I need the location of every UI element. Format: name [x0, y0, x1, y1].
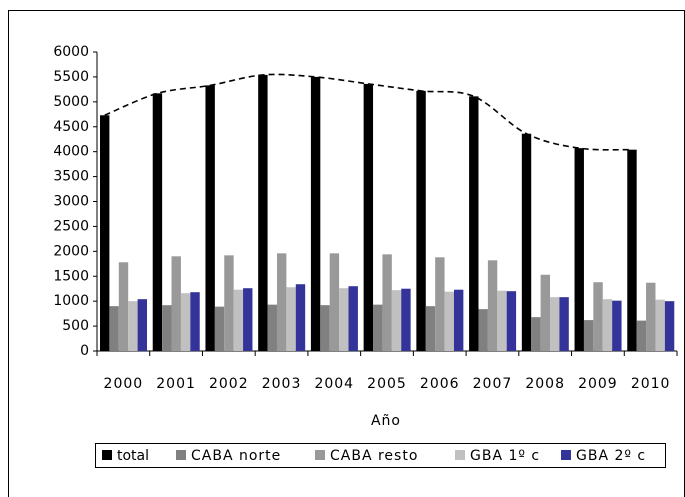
- bar: [583, 320, 594, 351]
- x-tick-label: 2000: [104, 376, 144, 392]
- x-tick-label: 2002: [209, 376, 249, 392]
- bar: [664, 301, 675, 351]
- x-tick-label: 2005: [367, 376, 407, 392]
- x-tick-label: 2010: [631, 376, 671, 392]
- bar: [214, 306, 225, 351]
- bar: [550, 297, 560, 351]
- y-tick-label: 5500: [53, 69, 89, 85]
- y-tick-label: 2000: [53, 243, 89, 259]
- legend-swatch: [315, 450, 325, 460]
- x-tick-label: 2006: [420, 376, 460, 392]
- bar: [137, 299, 147, 351]
- y-tick-label: 4000: [53, 144, 89, 160]
- y-tick-label: 5000: [53, 94, 89, 110]
- bar: [636, 320, 647, 351]
- bar: [540, 274, 551, 351]
- x-tick-label: 2007: [473, 376, 513, 392]
- bar: [205, 85, 215, 351]
- x-axis-title: Año: [371, 413, 401, 429]
- legend-label: total: [117, 448, 149, 464]
- bar: [100, 115, 110, 351]
- bar: [646, 282, 656, 351]
- bar: [128, 301, 138, 351]
- bar: [180, 293, 191, 351]
- trend-line: [104, 73, 632, 151]
- legend-label: CABA norte: [191, 448, 281, 464]
- bar: [469, 96, 479, 351]
- bar: [118, 262, 129, 351]
- y-tick-label: 1000: [53, 293, 89, 309]
- legend-swatch: [561, 450, 571, 460]
- chart-frame: [8, 10, 685, 497]
- bar: [497, 290, 507, 351]
- bar: [310, 76, 321, 352]
- bar: [444, 291, 454, 351]
- legend-swatch: [102, 450, 112, 460]
- bar: [190, 292, 200, 351]
- bar: [425, 306, 436, 351]
- legend-label: GBA 2º c: [576, 448, 646, 464]
- bar: [487, 260, 498, 351]
- y-tick-label: 0: [80, 343, 89, 359]
- bar: [171, 256, 181, 351]
- bar: [286, 287, 296, 351]
- x-tick-label: 2004: [314, 376, 354, 392]
- bar: [602, 299, 613, 351]
- bar: [224, 255, 234, 351]
- bar: [233, 289, 244, 351]
- bar: [559, 297, 569, 351]
- y-tick-label: 3000: [53, 194, 89, 210]
- x-tick-label: 2001: [156, 376, 196, 392]
- bar: [295, 284, 306, 351]
- bar: [276, 253, 287, 351]
- bar: [258, 74, 268, 351]
- x-tick-label: 2009: [578, 376, 618, 392]
- bar: [391, 290, 402, 351]
- y-tick-label: 6000: [53, 44, 89, 60]
- bar: [612, 300, 622, 351]
- bar: [416, 90, 426, 352]
- bar: [531, 317, 541, 351]
- bar: [521, 133, 532, 351]
- bar: [382, 254, 392, 351]
- bar: [329, 253, 340, 351]
- bar: [478, 309, 488, 351]
- bar: [339, 288, 349, 351]
- legend-swatch: [455, 450, 465, 460]
- bar: [152, 93, 163, 351]
- legend-label: GBA 1º c: [470, 448, 540, 464]
- bar: [267, 304, 277, 351]
- y-tick-label: 500: [62, 318, 89, 334]
- bar: [627, 149, 637, 351]
- x-tick-label: 2008: [525, 376, 565, 392]
- x-tick-label: 2003: [262, 376, 302, 392]
- y-tick-label: 1500: [53, 268, 89, 284]
- bar: [593, 282, 603, 351]
- bar: [109, 306, 119, 351]
- y-tick-label: 2500: [53, 218, 89, 234]
- bar: [574, 148, 584, 351]
- bar: [162, 305, 172, 351]
- bar: [435, 257, 445, 351]
- y-tick-label: 4500: [53, 119, 89, 135]
- bar: [506, 291, 517, 351]
- bar: [401, 288, 411, 351]
- bar: [453, 289, 464, 351]
- y-tick-label: 3500: [53, 169, 89, 185]
- bar: [655, 299, 665, 351]
- bar: [373, 304, 383, 351]
- bar: [348, 286, 358, 351]
- legend-swatch: [176, 450, 186, 460]
- bar: [243, 288, 253, 351]
- legend-label: CABA resto: [330, 448, 418, 464]
- bar: [320, 305, 330, 351]
- bar: [363, 83, 374, 351]
